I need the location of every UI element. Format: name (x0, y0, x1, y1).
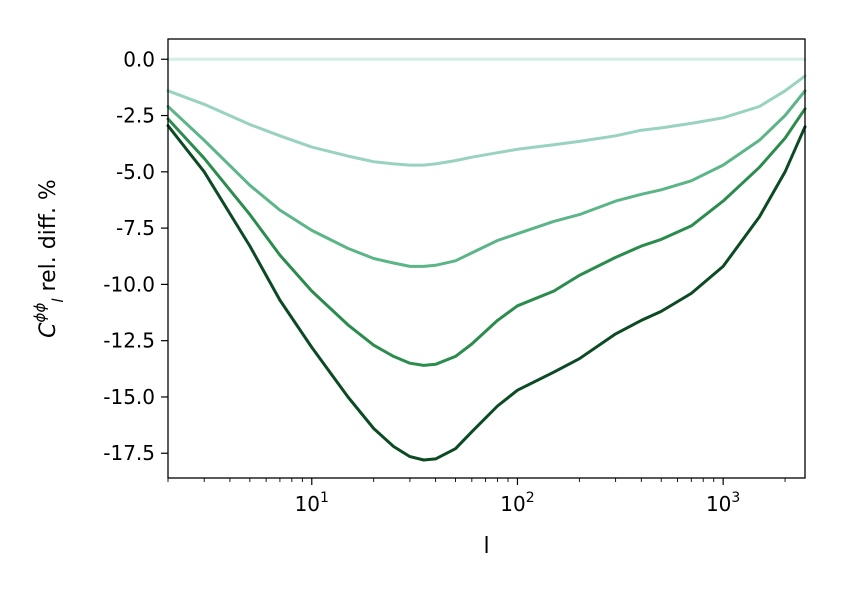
y-axis-label-superscript: ϕϕ (31, 303, 49, 323)
y-tick-label: -2.5 (116, 104, 155, 128)
x-tick-label: 101 (295, 490, 329, 516)
series-line-5 (166, 124, 807, 462)
y-tick-label: -12.5 (103, 329, 155, 353)
y-axis-label-base: C (36, 322, 61, 338)
x-tick-label: 103 (706, 490, 740, 516)
y-axis-label-subscript: l (49, 298, 67, 303)
y-tick-label: -5.0 (116, 160, 155, 184)
x-tick-label-base: 10 (295, 492, 320, 516)
x-tick-label-base: 10 (706, 492, 731, 516)
y-tick-label: -15.0 (103, 385, 155, 409)
x-tick-label-exp: 3 (731, 490, 740, 506)
x-tick-label: 102 (500, 490, 534, 516)
series-lines (166, 57, 807, 462)
y-axis-label: Cϕϕl rel. diff. % (31, 179, 67, 338)
series-line-4 (166, 107, 807, 367)
y-tick-label: -7.5 (116, 216, 155, 240)
series-line-3 (166, 89, 807, 268)
x-axis: 101 102 103 (167, 478, 786, 516)
y-tick-label: 0.0 (123, 47, 155, 71)
plot-frame (167, 38, 806, 479)
x-tick-label-exp: 2 (526, 490, 535, 506)
y-axis: 0.0 -2.5 -5.0 -7.5 -10.0 -12.5 -15.0 -17.5 (103, 47, 168, 465)
x-tick-label-base: 10 (500, 492, 525, 516)
x-tick-label-exp: 1 (320, 490, 329, 506)
y-tick-label: -10.0 (103, 272, 155, 296)
series-line-2 (166, 74, 807, 167)
y-tick-label: -17.5 (103, 441, 155, 465)
y-axis-label-text: rel. diff. % (36, 179, 61, 298)
x-axis-label: l (483, 534, 489, 559)
